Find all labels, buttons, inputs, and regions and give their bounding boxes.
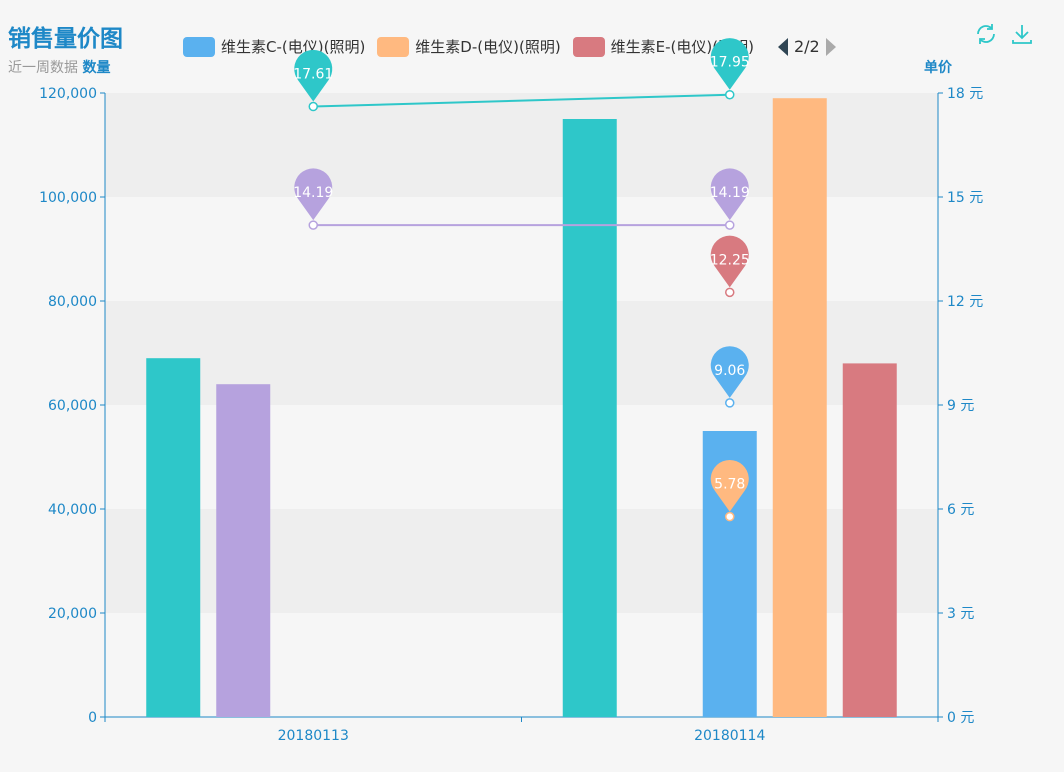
- download-icon[interactable]: [1010, 22, 1034, 46]
- line-point: [725, 511, 735, 522]
- legend-item-vitamin-d[interactable]: 维生素D-(电仪)(照明): [377, 36, 561, 57]
- line-point: [725, 398, 735, 408]
- chart-title: 销售量价图: [8, 26, 123, 52]
- left-tick-label: 0: [88, 710, 97, 726]
- pin-label: 9.06: [714, 363, 745, 379]
- legend-page-indicator: 2/2: [793, 37, 820, 56]
- legend-pager: 2/2: [777, 37, 836, 56]
- bar: [146, 358, 201, 717]
- left-tick-label: 120,000: [39, 86, 97, 102]
- left-tick-label: 100,000: [39, 190, 97, 206]
- right-tick-label: 18 元: [947, 86, 983, 102]
- line-point: [308, 101, 318, 112]
- x-tick-label: 20180114: [694, 728, 765, 744]
- line-point: [725, 220, 735, 230]
- pin-label: 17.95: [710, 55, 750, 71]
- value-pin: [710, 168, 749, 221]
- value-pin: [294, 168, 333, 221]
- next-page-icon[interactable]: [825, 37, 836, 56]
- right-axis-name: 单价: [924, 60, 952, 76]
- left-axis-name: 数量: [82, 60, 111, 76]
- right-tick-label: 12 元: [947, 294, 983, 310]
- line-point: [725, 89, 735, 100]
- x-tick-label: 20180113: [278, 728, 349, 744]
- legend-swatch: [572, 36, 605, 57]
- legend-item-vitamin-c[interactable]: 维生素C-(电仪)(照明): [183, 36, 365, 57]
- bar: [562, 119, 617, 717]
- line-point: [725, 287, 735, 298]
- right-tick-label: 15 元: [947, 190, 983, 206]
- left-tick-label: 40,000: [48, 502, 97, 518]
- value-pin: [710, 346, 749, 398]
- lines: [308, 89, 735, 522]
- value-pin: [710, 235, 749, 288]
- legend-swatch: [377, 36, 410, 57]
- value-pin: [294, 49, 333, 102]
- right-tick-label: 6 元: [947, 502, 974, 518]
- toolbox: [974, 22, 1034, 46]
- right-tick-label: 9 元: [947, 398, 974, 414]
- pin-label: 14.19: [293, 185, 333, 201]
- value-pin: [710, 38, 749, 90]
- legend: 维生素C-(电仪)(照明) 维生素D-(电仪)(照明) 维生素E-(电仪)(照明…: [183, 36, 836, 57]
- right-tick-label: 0 元: [947, 710, 974, 726]
- pin-label: 12.25: [710, 252, 750, 268]
- value-pin: [710, 459, 749, 512]
- left-tick-label: 20,000: [48, 606, 97, 622]
- bars: [146, 98, 897, 717]
- pin-label: 5.78: [714, 477, 745, 493]
- right-tick-label: 3 元: [947, 606, 974, 622]
- bar: [842, 363, 897, 717]
- pins: 17.61 17.95 14.19 14.19 9.06 5.78 12.25: [293, 38, 750, 512]
- left-tick-label: 60,000: [48, 398, 97, 414]
- line-point: [308, 220, 318, 230]
- pin-label: 14.19: [710, 185, 750, 201]
- legend-label: 维生素C-(电仪)(照明): [221, 38, 366, 56]
- bar: [772, 98, 827, 717]
- left-tick-label: 80,000: [48, 294, 97, 310]
- bar: [216, 384, 271, 717]
- chart-subtitle: 近一周数据 数量: [8, 57, 110, 77]
- series-line: [313, 93, 730, 108]
- legend-swatch: [183, 36, 215, 57]
- legend-label: 维生素D-(电仪)(照明): [415, 38, 561, 56]
- subtitle-text: 近一周数据: [8, 60, 78, 76]
- pin-label: 17.61: [293, 67, 333, 83]
- prev-page-icon[interactable]: [777, 37, 788, 56]
- refresh-icon[interactable]: [974, 22, 998, 46]
